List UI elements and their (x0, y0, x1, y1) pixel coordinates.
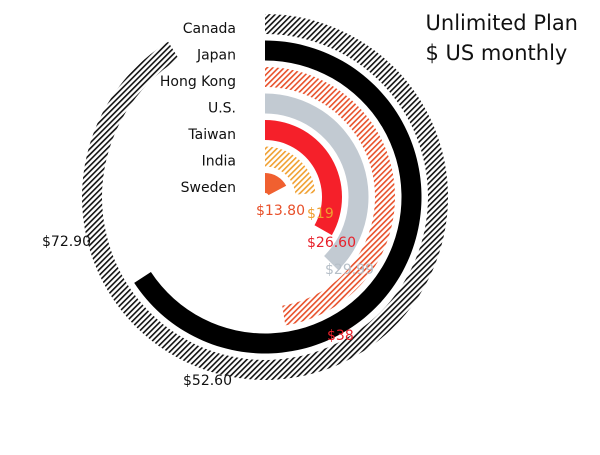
bar-india (265, 146, 316, 195)
label-hong-kong: Hong Kong (160, 74, 236, 90)
value-label-canada: $72.90 (42, 234, 91, 250)
label-taiwan: Taiwan (187, 127, 236, 143)
chart-title: Unlimited Plan (425, 11, 578, 35)
chart-title-block: Unlimited Plan $ US monthly (426, 8, 578, 68)
value-label-sweden: $13.80 (256, 203, 305, 219)
chart-subtitle: $ US monthly (425, 41, 568, 65)
bar-taiwan (265, 120, 342, 236)
bar-hong-kong (265, 67, 395, 326)
value-labels: $72.90 $52.60 $38 $29.99 $26.60 $19$13.80 (42, 203, 374, 389)
value-label-hong-kong: $38 (327, 328, 354, 344)
label-sweden: Sweden (181, 180, 236, 196)
label-u-s: U.S. (208, 101, 236, 117)
bar-sweden (265, 173, 287, 196)
bars-layer (81, 14, 449, 381)
value-label-u-s: $29.99 (325, 262, 374, 278)
label-japan: Japan (196, 48, 236, 64)
value-label-india: $19 (307, 206, 334, 222)
category-labels: Canada Japan Hong Kong U.S. Taiwan India Swede… (160, 21, 236, 196)
value-label-japan: $52.60 (183, 373, 232, 389)
label-india: India (202, 154, 236, 170)
bar-u-s (265, 93, 369, 271)
value-label-taiwan: $26.60 (307, 235, 356, 251)
label-canada: Canada (183, 21, 236, 37)
